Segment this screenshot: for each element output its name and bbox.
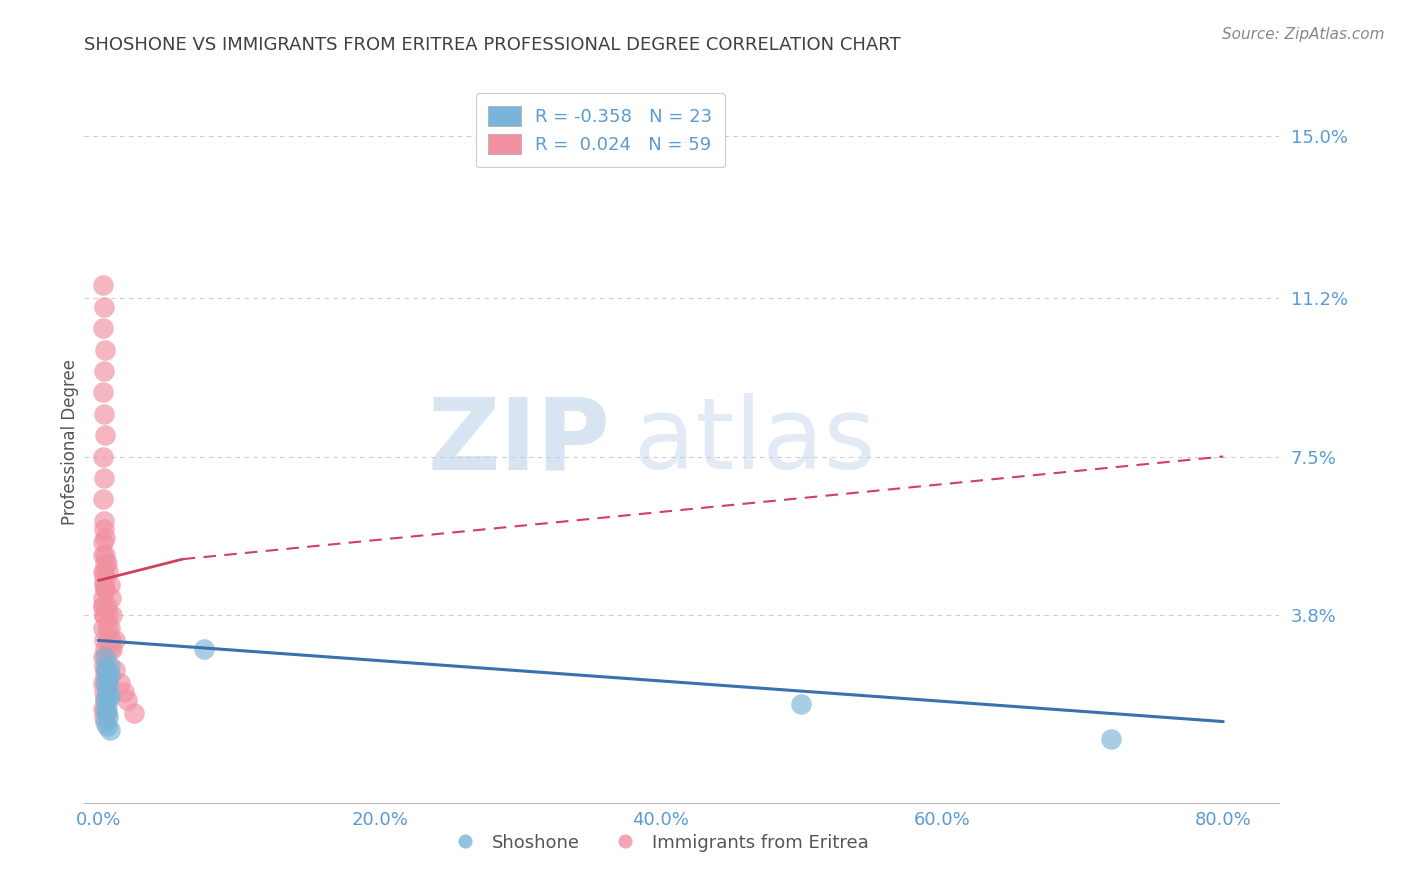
Point — [94, 663, 117, 677]
Point — [96, 620, 118, 634]
Point — [91, 620, 114, 634]
Point — [193, 641, 215, 656]
Point — [98, 578, 121, 592]
Point — [94, 693, 117, 707]
Point — [96, 684, 118, 698]
Point — [93, 407, 115, 421]
Point — [93, 565, 115, 579]
Point — [104, 663, 127, 677]
Point — [93, 578, 115, 592]
Point — [91, 278, 114, 293]
Point — [93, 659, 115, 673]
Point — [94, 582, 117, 596]
Point — [93, 514, 115, 528]
Point — [97, 565, 120, 579]
Point — [93, 522, 115, 536]
Point — [115, 693, 138, 707]
Point — [96, 684, 118, 698]
Point — [94, 714, 117, 729]
Point — [94, 582, 117, 596]
Point — [98, 641, 121, 656]
Point — [101, 641, 124, 656]
Point — [98, 689, 121, 703]
Text: Source: ZipAtlas.com: Source: ZipAtlas.com — [1222, 27, 1385, 42]
Point — [93, 300, 115, 314]
Text: atlas: atlas — [634, 393, 876, 490]
Point — [97, 710, 120, 724]
Point — [93, 684, 115, 698]
Point — [108, 676, 131, 690]
Point — [94, 667, 117, 681]
Point — [91, 599, 114, 614]
Point — [94, 343, 117, 357]
Point — [96, 599, 118, 614]
Y-axis label: Professional Degree: Professional Degree — [62, 359, 80, 524]
Point — [98, 667, 121, 681]
Point — [93, 633, 115, 648]
Point — [94, 557, 117, 571]
Point — [94, 548, 117, 562]
Point — [97, 607, 120, 622]
Point — [96, 557, 118, 571]
Point — [91, 321, 114, 335]
Point — [98, 723, 121, 738]
Point — [91, 535, 114, 549]
Point — [93, 710, 115, 724]
Point — [91, 591, 114, 605]
Text: SHOSHONE VS IMMIGRANTS FROM ERITREA PROFESSIONAL DEGREE CORRELATION CHART: SHOSHONE VS IMMIGRANTS FROM ERITREA PROF… — [84, 36, 901, 54]
Point — [97, 693, 120, 707]
Point — [1099, 731, 1122, 746]
Point — [94, 531, 117, 545]
Point — [96, 663, 118, 677]
Text: ZIP: ZIP — [427, 393, 610, 490]
Point — [98, 620, 121, 634]
Point — [91, 565, 114, 579]
Point — [93, 364, 115, 378]
Point — [94, 650, 117, 665]
Point — [97, 676, 120, 690]
Point — [94, 702, 117, 716]
Point — [91, 385, 114, 400]
Point — [101, 607, 124, 622]
Point — [104, 633, 127, 648]
Point — [96, 706, 118, 720]
Point — [122, 706, 145, 720]
Point — [91, 492, 114, 507]
Point — [93, 574, 115, 588]
Point — [93, 471, 115, 485]
Point — [91, 599, 114, 614]
Point — [94, 693, 117, 707]
Point — [790, 698, 813, 712]
Point — [98, 659, 121, 673]
Point — [93, 607, 115, 622]
Legend: Shoshone, Immigrants from Eritrea: Shoshone, Immigrants from Eritrea — [440, 826, 876, 859]
Point — [94, 641, 117, 656]
Point — [94, 676, 117, 690]
Point — [96, 702, 118, 716]
Point — [112, 684, 135, 698]
Point — [91, 702, 114, 716]
Point — [100, 633, 122, 648]
Point — [91, 548, 114, 562]
Point — [96, 719, 118, 733]
Point — [97, 672, 120, 686]
Point — [93, 607, 115, 622]
Point — [91, 450, 114, 464]
Point — [97, 633, 120, 648]
Point — [100, 591, 122, 605]
Point — [91, 676, 114, 690]
Point — [91, 650, 114, 665]
Point — [94, 428, 117, 442]
